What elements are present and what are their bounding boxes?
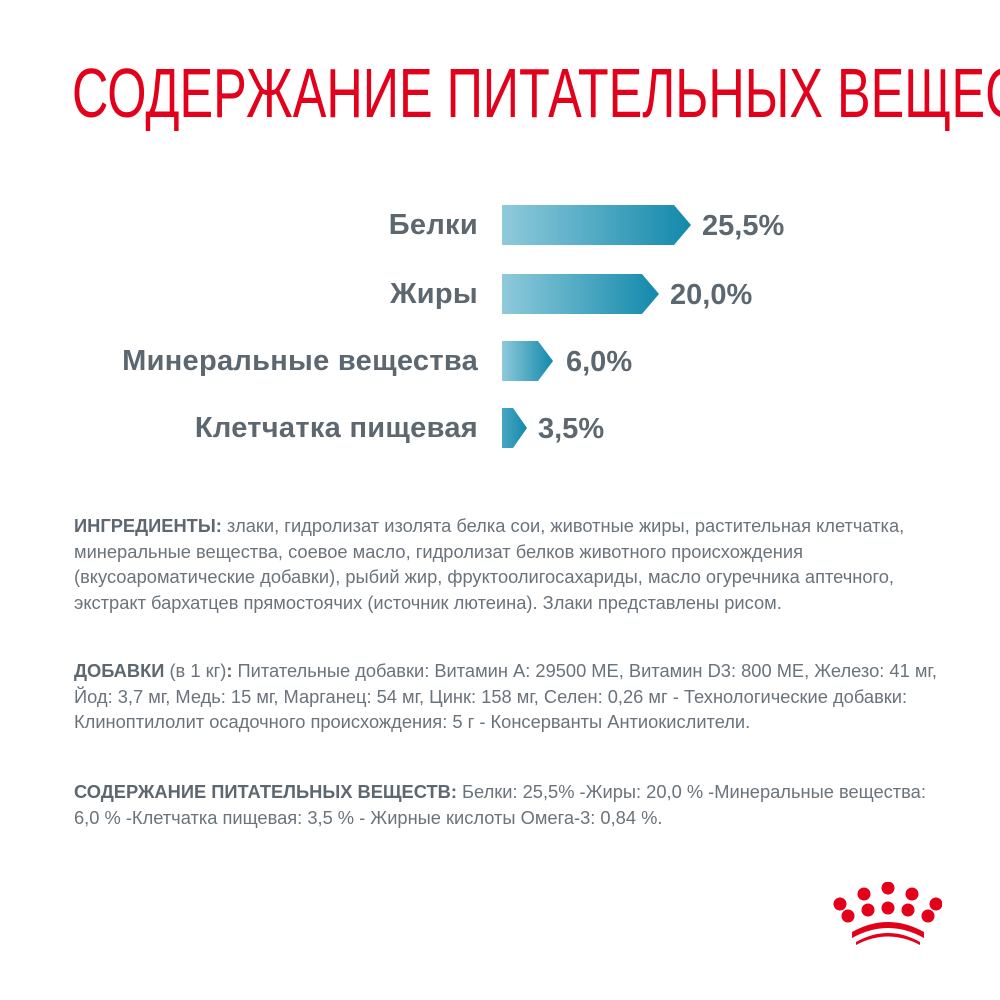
bar-arrow [502,341,554,381]
crown-logo-icon [832,881,943,948]
bar-value: 25,5% [702,210,785,242]
ingredients-heading: ИНГРЕДИЕНТЫ: [74,515,222,536]
bar-row-minerals: Минеральные вещества 6,0% [0,341,1000,381]
bar-row-fiber: Клетчатка пищевая 3,5% [0,408,1000,448]
bar-value: 6,0% [566,346,633,378]
page-title: СОДЕРЖАНИЕ ПИТАТЕЛЬНЫХ ВЕЩЕСТВ [72,54,1000,132]
bar-label: Клетчатка пищевая [194,412,478,444]
bar-label: Минеральные вещества [122,345,478,377]
bar-label: Жиры [390,278,478,310]
nutrients-heading: СОДЕРЖАНИЕ ПИТАТЕЛЬНЫХ ВЕЩЕСТВ: [74,781,457,802]
bar-value: 3,5% [538,413,605,445]
bar-row-protein: Белки 25,5% [0,205,1000,245]
bar-arrow [502,205,692,245]
additives-qualifier: (в 1 кг) [164,660,227,681]
bar-value: 20,0% [670,279,753,311]
additives-body: Питательные добавки: Витамин А: 29500 МЕ… [74,660,937,733]
nutrients-body: Белки: 25,5% -Жиры: 20,0 % -Минеральные … [74,781,926,828]
bar-label: Белки [388,209,478,241]
additives-paragraph: ДОБАВКИ (в 1 кг): Питательные добавки: В… [74,658,944,735]
additives-heading: ДОБАВКИ [74,660,165,681]
additives-colon: : [226,660,233,681]
bar-row-fat: Жиры 20,0% [0,274,1000,314]
ingredients-body: злаки, гидролизат изолята белка сои, жив… [74,515,905,613]
bar-arrow [502,408,528,448]
nutrients-paragraph: СОДЕРЖАНИЕ ПИТАТЕЛЬНЫХ ВЕЩЕСТВ: Белки: 2… [74,779,944,830]
ingredients-paragraph: ИНГРЕДИЕНТЫ: злаки, гидролизат изолята б… [74,513,944,615]
bar-arrow [502,274,660,314]
